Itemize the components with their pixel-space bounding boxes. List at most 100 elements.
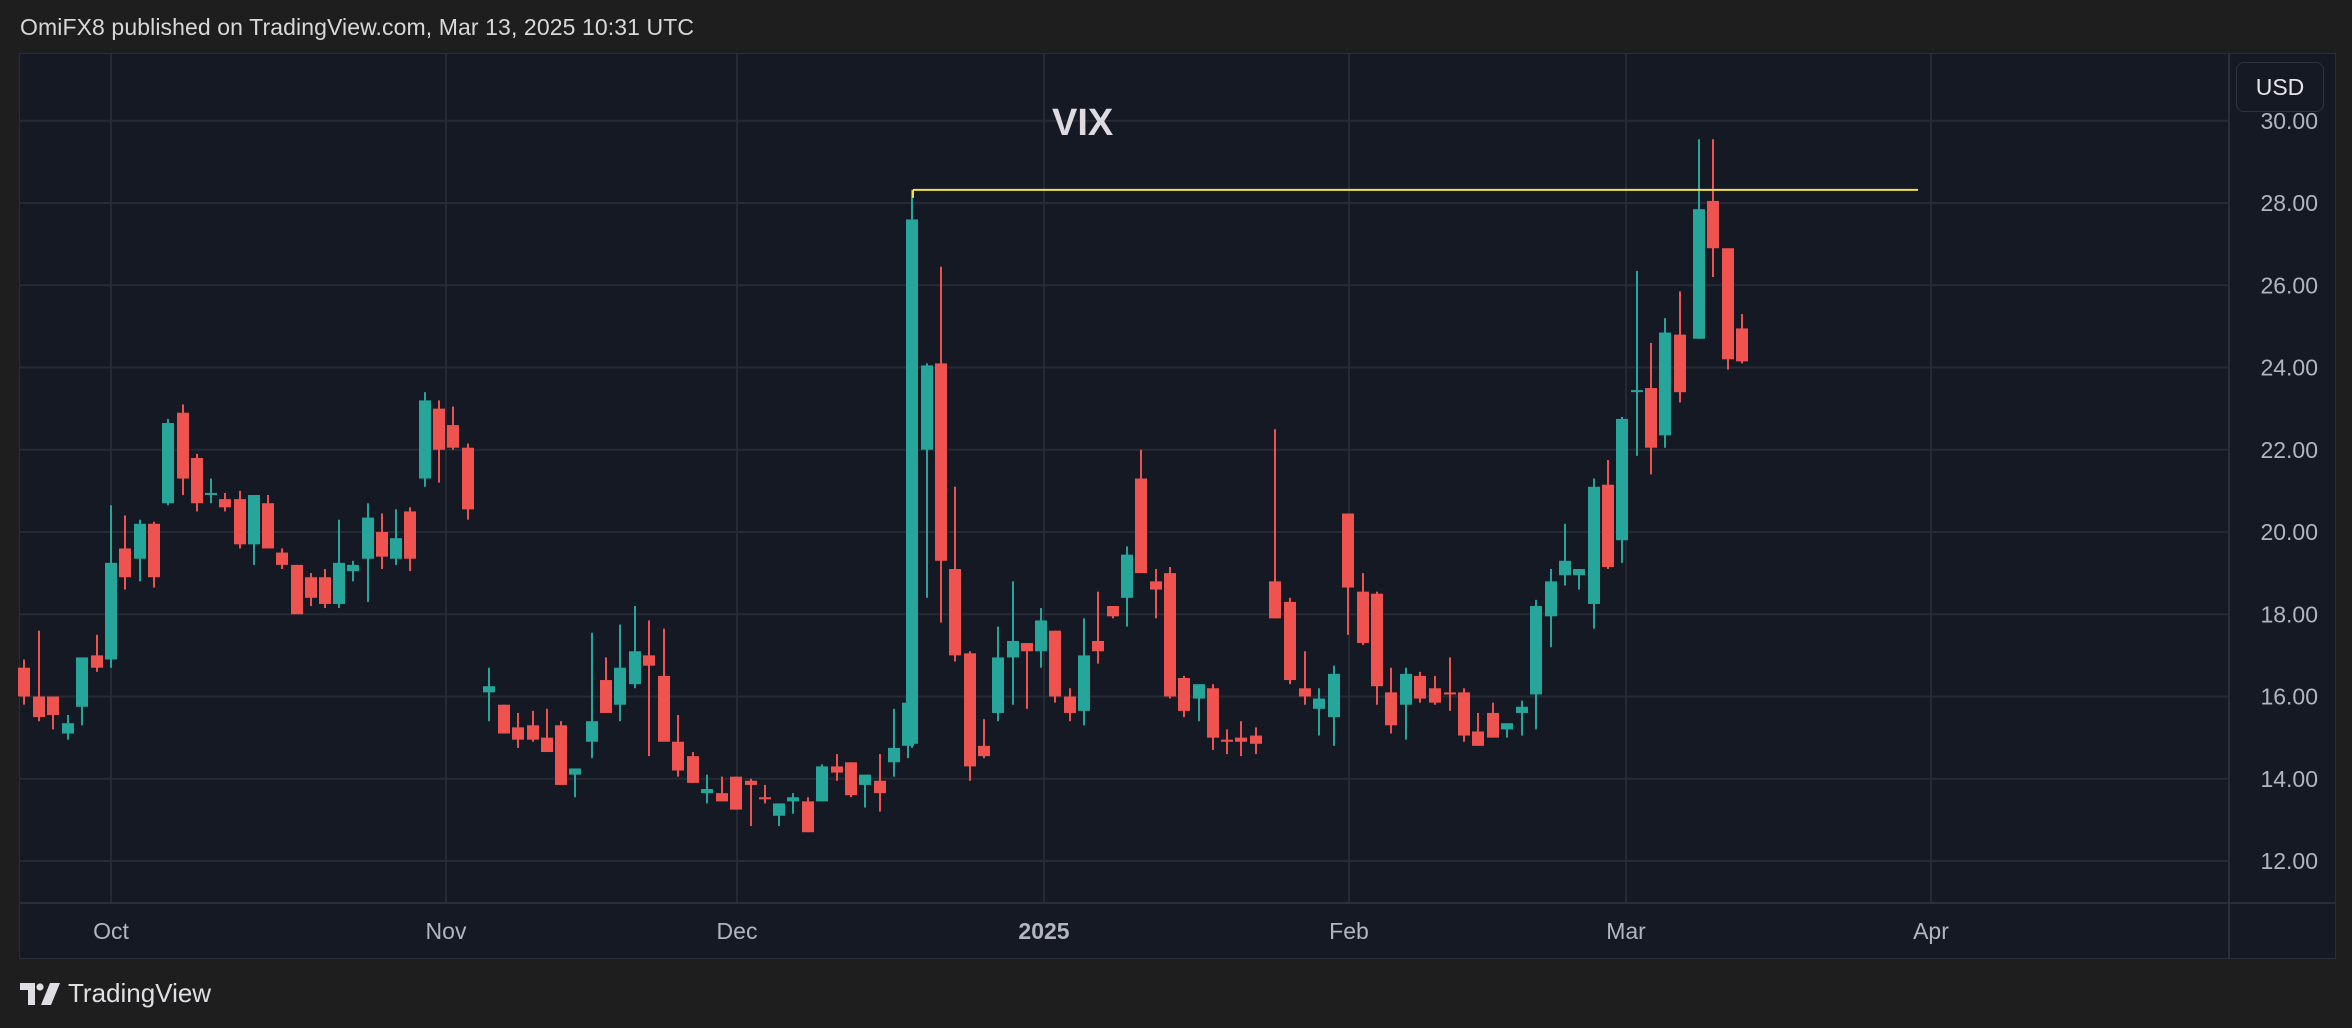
candle[interactable] — [964, 651, 976, 781]
candle[interactable] — [1235, 721, 1247, 757]
candle[interactable] — [1530, 599, 1542, 730]
candle[interactable] — [248, 494, 260, 565]
candle[interactable] — [512, 712, 524, 748]
candle[interactable] — [18, 659, 30, 705]
candle[interactable] — [62, 715, 74, 740]
candle[interactable] — [1150, 569, 1162, 619]
candle[interactable] — [992, 626, 1004, 722]
candle[interactable] — [498, 704, 510, 734]
candle[interactable] — [802, 797, 814, 833]
candle[interactable] — [262, 494, 274, 549]
candle[interactable] — [569, 768, 581, 798]
candle[interactable] — [759, 784, 771, 804]
candle[interactable] — [1573, 569, 1585, 590]
candle[interactable] — [1472, 712, 1484, 746]
candle[interactable] — [305, 573, 317, 607]
candle[interactable] — [541, 708, 553, 753]
candle[interactable] — [773, 803, 785, 827]
candle[interactable] — [205, 478, 217, 504]
candle[interactable] — [91, 634, 103, 672]
candle[interactable] — [1250, 727, 1262, 755]
candle[interactable] — [1299, 651, 1311, 705]
candle[interactable] — [555, 721, 567, 785]
candle[interactable] — [845, 762, 857, 798]
candle[interactable] — [291, 564, 303, 615]
candle[interactable] — [177, 404, 189, 495]
candle[interactable] — [1178, 675, 1190, 718]
candle[interactable] — [1035, 608, 1047, 668]
candle[interactable] — [1588, 478, 1600, 629]
candle[interactable] — [47, 696, 59, 730]
candle[interactable] — [319, 569, 331, 609]
candle[interactable] — [745, 778, 757, 827]
candle[interactable] — [1429, 675, 1441, 705]
candle[interactable] — [1007, 581, 1019, 705]
candle[interactable] — [643, 620, 655, 757]
candle[interactable] — [586, 632, 598, 759]
candle[interactable] — [33, 630, 45, 722]
candle[interactable] — [1444, 657, 1456, 711]
candle[interactable] — [859, 774, 871, 808]
candle[interactable] — [527, 710, 539, 742]
candle[interactable] — [1674, 291, 1686, 403]
candle[interactable] — [433, 400, 445, 483]
candle[interactable] — [1693, 139, 1705, 339]
footer-brand[interactable]: TradingView — [20, 978, 211, 1009]
candle[interactable] — [404, 507, 416, 572]
candle[interactable] — [1545, 569, 1557, 648]
candle[interactable] — [1328, 665, 1340, 746]
candle[interactable] — [906, 189, 918, 748]
candle[interactable] — [658, 628, 670, 742]
candle[interactable] — [462, 443, 474, 520]
candle[interactable] — [816, 764, 828, 802]
candle[interactable] — [730, 776, 742, 810]
candle[interactable] — [888, 708, 900, 777]
candle[interactable] — [1078, 618, 1090, 726]
candle[interactable] — [276, 548, 288, 570]
candle[interactable] — [191, 453, 203, 512]
candle[interactable] — [672, 715, 684, 777]
candle[interactable] — [1107, 606, 1119, 619]
time-axis[interactable]: Oct Nov Dec 2025 Feb Mar Apr — [93, 918, 1949, 944]
currency-button[interactable]: USD — [2236, 62, 2324, 112]
candle[interactable] — [234, 490, 246, 549]
candle[interactable] — [148, 521, 160, 588]
candle[interactable] — [687, 752, 699, 783]
candle[interactable] — [1722, 248, 1734, 370]
candle[interactable] — [1135, 449, 1147, 574]
candle[interactable] — [1707, 139, 1719, 278]
candle[interactable] — [1736, 314, 1748, 364]
candle[interactable] — [1414, 671, 1426, 703]
candle[interactable] — [347, 560, 359, 582]
candle[interactable] — [874, 754, 886, 812]
candle[interactable] — [1487, 702, 1499, 738]
candle[interactable] — [162, 418, 174, 506]
candle[interactable] — [362, 503, 374, 602]
candle[interactable] — [1645, 342, 1657, 475]
candle[interactable] — [1092, 591, 1104, 664]
candle[interactable] — [1631, 270, 1643, 456]
candle[interactable] — [419, 392, 431, 487]
candle[interactable] — [978, 719, 990, 759]
candle[interactable] — [1269, 429, 1281, 619]
candle[interactable] — [1313, 688, 1325, 736]
candle[interactable] — [1616, 416, 1628, 563]
candle[interactable] — [1602, 460, 1614, 570]
candle[interactable] — [629, 606, 641, 689]
candle[interactable] — [483, 667, 495, 722]
candle[interactable] — [219, 492, 231, 512]
candle[interactable] — [1501, 723, 1513, 738]
candle[interactable] — [600, 657, 612, 713]
candle[interactable] — [701, 774, 713, 804]
candle[interactable] — [1207, 684, 1219, 750]
candle[interactable] — [1193, 684, 1205, 722]
candle[interactable] — [787, 793, 799, 814]
candle[interactable] — [1458, 688, 1470, 742]
candle[interactable] — [333, 519, 345, 609]
candle[interactable] — [105, 505, 117, 668]
candle[interactable] — [1021, 643, 1033, 709]
candle[interactable] — [1064, 688, 1076, 722]
candle[interactable] — [1049, 630, 1061, 703]
price-axis[interactable]: 30.00 28.00 26.00 24.00 22.00 20.00 18.00 16.00… — [2260, 108, 2318, 874]
